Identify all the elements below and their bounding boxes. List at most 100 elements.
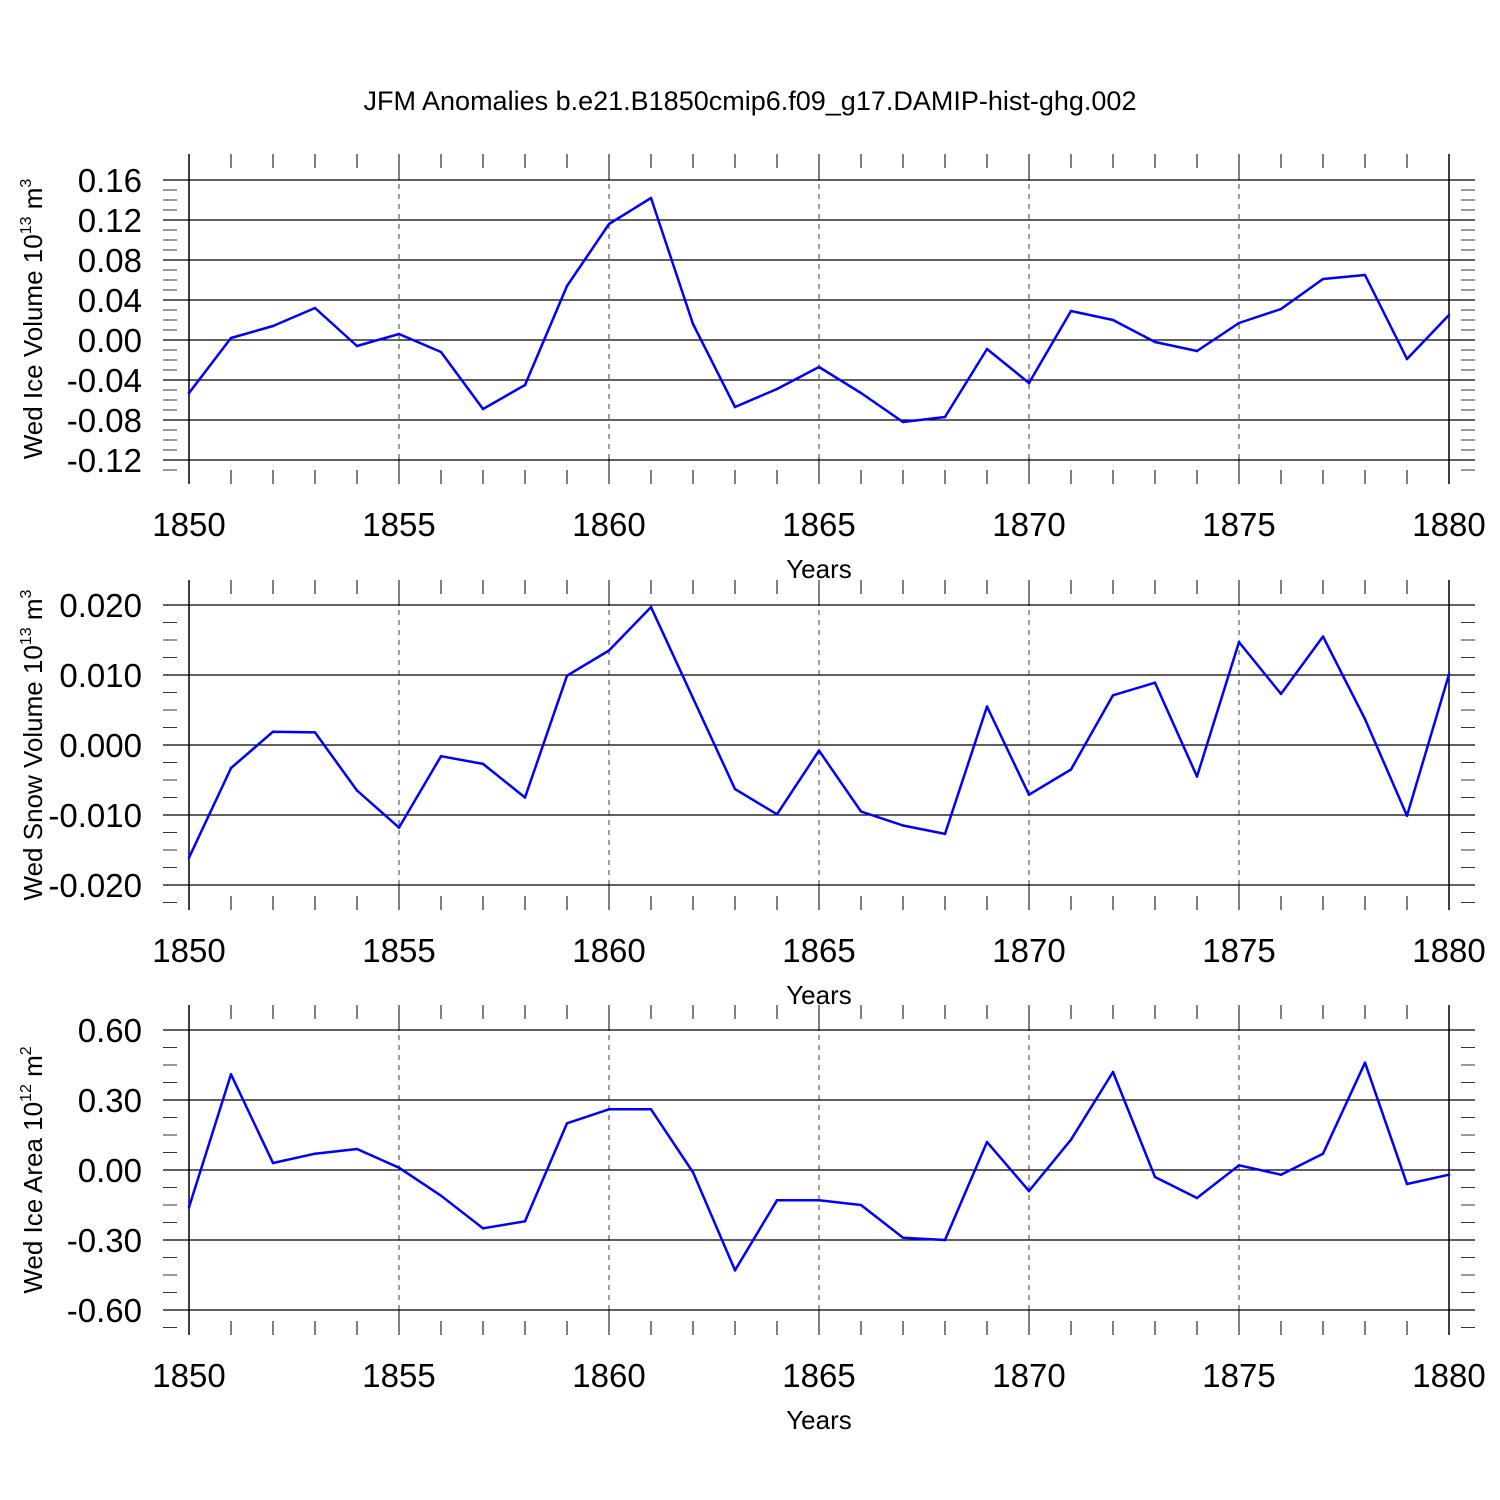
data-point	[859, 391, 863, 395]
y-tick-label: 0.12	[78, 202, 142, 239]
x-tick-label: 1860	[572, 932, 645, 969]
x-tick-label: 1875	[1202, 932, 1275, 969]
y-tick-label: -0.020	[48, 867, 142, 904]
data-point	[901, 1236, 905, 1239]
data-point	[1153, 681, 1157, 684]
data-point	[1279, 1173, 1283, 1176]
x-tick-label: 1880	[1412, 932, 1485, 969]
data-point	[1405, 814, 1409, 817]
data-point	[481, 1227, 485, 1230]
x-tick-label: 1855	[362, 506, 435, 543]
data-point	[985, 1140, 989, 1144]
data-point	[1321, 635, 1325, 638]
data-point	[817, 1199, 821, 1202]
y-tick-label: 0.60	[78, 1012, 142, 1049]
panel-3: -0.60 -0.30 0.00 0.30 0.60 1850 1855 1860 1865 18…	[18, 1005, 1486, 1435]
data-point	[1111, 694, 1115, 697]
data-point	[1069, 309, 1073, 313]
y-tick-label: 0.00	[78, 322, 142, 359]
x-tick-label: 1875	[1202, 506, 1275, 543]
data-point	[1027, 793, 1031, 796]
data-point	[355, 344, 359, 348]
data-point	[607, 222, 611, 226]
panel-1: -0.12-0.08-0.040.000.040.080.120.16 1850 1…	[18, 154, 1486, 584]
data-point	[1111, 1070, 1115, 1074]
x-tick-label: 1870	[992, 506, 1065, 543]
data-point	[985, 347, 989, 351]
y-tick-label: 0.04	[78, 282, 142, 319]
data-point	[649, 1108, 653, 1111]
y-axis-title: Wed Snow Volume 1013 m3	[18, 589, 48, 900]
data-point	[1405, 357, 1409, 361]
data-point	[397, 826, 401, 829]
data-point	[1321, 277, 1325, 281]
data-point	[481, 762, 485, 766]
data-point	[1237, 1164, 1241, 1167]
data-point	[271, 324, 275, 328]
data-point	[985, 705, 989, 708]
data-point	[313, 306, 317, 310]
data-point	[439, 754, 443, 758]
data-point	[607, 649, 611, 652]
data-point	[1153, 340, 1157, 344]
data-point	[733, 1269, 737, 1272]
data-point	[565, 1122, 569, 1125]
data-point	[1237, 640, 1241, 644]
data-point	[859, 1203, 863, 1207]
data-point	[187, 856, 191, 859]
data-point	[943, 832, 947, 836]
data-point	[1237, 321, 1241, 325]
y-tick-label: 0.00	[78, 1152, 142, 1189]
y-tick-label: 0.30	[78, 1082, 142, 1119]
data-point	[1363, 1061, 1367, 1064]
x-tick-label: 1860	[572, 506, 645, 543]
data-point	[943, 415, 947, 419]
data-point	[439, 350, 443, 354]
data-point	[1279, 692, 1283, 696]
data-point	[901, 420, 905, 424]
x-tick-label: 1855	[362, 932, 435, 969]
data-point	[943, 1238, 947, 1242]
x-axis-title: Years	[786, 554, 852, 584]
data-point	[229, 1073, 233, 1076]
data-point	[691, 696, 695, 700]
x-tick-label: 1880	[1412, 1357, 1485, 1394]
x-axis-title: Years	[786, 1405, 852, 1435]
x-tick-label: 1855	[362, 1357, 435, 1394]
data-point	[313, 1152, 317, 1155]
data-point	[1069, 1138, 1073, 1141]
data-point	[565, 674, 569, 677]
data-point	[187, 391, 191, 395]
data-point	[187, 1206, 191, 1209]
y-tick-label: 0.000	[59, 727, 142, 764]
data-point	[649, 196, 653, 200]
data-point	[313, 731, 317, 734]
data-point	[607, 1108, 611, 1111]
data-point	[1027, 1189, 1031, 1193]
y-tick-label: 0.08	[78, 242, 142, 279]
x-tick-label: 1865	[782, 506, 855, 543]
x-tick-label: 1870	[992, 932, 1065, 969]
data-point	[649, 605, 653, 609]
x-tick-label: 1865	[782, 932, 855, 969]
data-point	[1447, 1173, 1451, 1176]
chart-title: JFM Anomalies b.e21.B1850cmip6.f09_g17.D…	[363, 86, 1137, 116]
y-tick-label: -0.08	[67, 402, 142, 439]
data-point	[397, 332, 401, 336]
y-axis-title: Wed Ice Area 1012 m2	[18, 1046, 48, 1293]
data-point	[355, 1147, 359, 1151]
y-tick-label: -0.04	[67, 362, 142, 399]
data-point	[733, 787, 737, 791]
data-point	[859, 810, 863, 813]
data-point	[523, 383, 527, 387]
x-tick-label: 1870	[992, 1357, 1065, 1394]
data-point	[1363, 717, 1367, 721]
data-point	[1363, 273, 1367, 277]
data-point	[817, 749, 821, 752]
data-point	[1153, 1175, 1157, 1179]
data-point	[229, 336, 233, 340]
data-point	[817, 365, 821, 369]
data-point	[355, 789, 359, 792]
data-point	[1447, 313, 1451, 317]
